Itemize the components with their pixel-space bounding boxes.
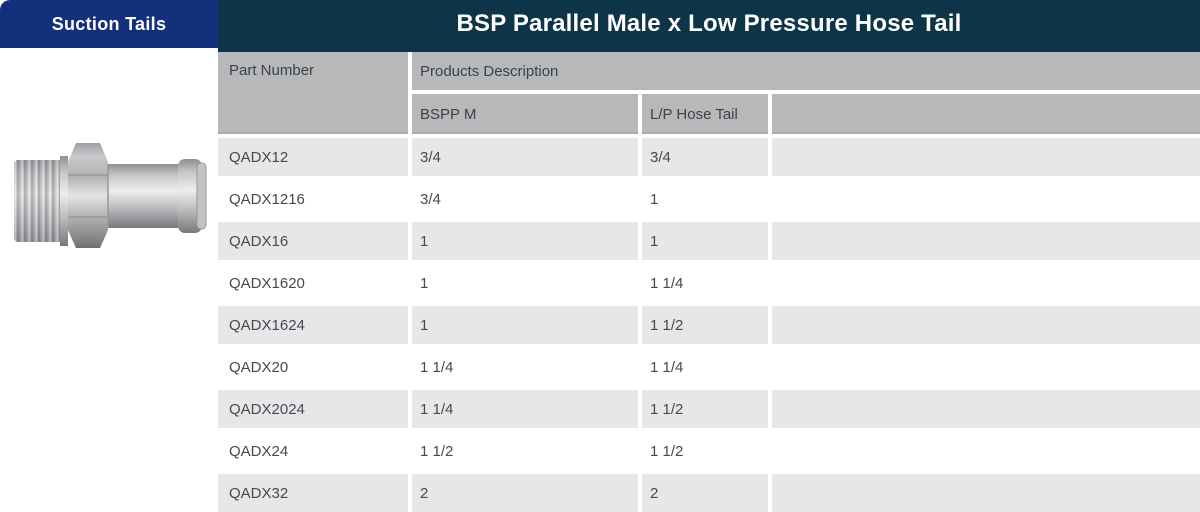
lp-hose-tail-cell: 1 1/2 (642, 432, 768, 470)
tail-bead (178, 159, 202, 233)
product-table: Part Number Products Description BSPP M … (218, 52, 1200, 512)
lp-hose-tail-cell: 1 (642, 222, 768, 260)
lp-hose-tail-cell: 1 1/4 (642, 264, 768, 302)
spacer-cell (772, 432, 1200, 470)
bspp-m-cell: 1 1/2 (412, 432, 638, 470)
lp-hose-tail-cell: 1 1/4 (642, 348, 768, 386)
part-number-cell: QADX12 (218, 138, 408, 176)
hex-nut (68, 143, 108, 248)
column-header-part-number: Part Number (218, 52, 408, 134)
category-tab[interactable]: Suction Tails (0, 0, 218, 48)
page-title: BSP Parallel Male x Low Pressure Hose Ta… (456, 10, 962, 37)
tail-body (108, 164, 182, 228)
lp-hose-tail-cell: 2 (642, 474, 768, 512)
part-number-cell: QADX20 (218, 348, 408, 386)
product-image (14, 143, 207, 248)
product-image-panel (0, 52, 218, 512)
header-bar: Suction Tails BSP Parallel Male x Low Pr… (0, 0, 1200, 52)
tail-end-face (196, 162, 207, 230)
spacer-cell (772, 180, 1200, 218)
spacer-cell (772, 348, 1200, 386)
column-header-lp-hose-tail: L/P Hose Tail (642, 94, 768, 134)
bspp-m-cell: 3/4 (412, 180, 638, 218)
spacer-cell (772, 264, 1200, 302)
spacer-cell (772, 138, 1200, 176)
part-number-cell: QADX1624 (218, 306, 408, 344)
category-tab-container: Suction Tails (0, 0, 218, 52)
bspp-m-cell: 2 (412, 474, 638, 512)
bspp-m-cell: 1 (412, 306, 638, 344)
bspp-m-cell: 3/4 (412, 138, 638, 176)
column-header-spacer (772, 94, 1200, 134)
part-number-cell: QADX1620 (218, 264, 408, 302)
spacer-cell (772, 306, 1200, 344)
title-bar: BSP Parallel Male x Low Pressure Hose Ta… (218, 0, 1200, 52)
part-number-cell: QADX16 (218, 222, 408, 260)
bspp-m-cell: 1 1/4 (412, 348, 638, 386)
part-number-cell: QADX24 (218, 432, 408, 470)
spacer-cell (772, 222, 1200, 260)
part-number-cell: QADX2024 (218, 390, 408, 428)
lp-hose-tail-cell: 1 (642, 180, 768, 218)
lp-hose-tail-cell: 1 1/2 (642, 390, 768, 428)
bspp-m-cell: 1 1/4 (412, 390, 638, 428)
bspp-m-cell: 1 (412, 264, 638, 302)
spacer-cell (772, 390, 1200, 428)
spacer-cell (772, 474, 1200, 512)
part-number-cell: QADX1216 (218, 180, 408, 218)
lp-hose-tail-cell: 3/4 (642, 138, 768, 176)
thread-section (14, 160, 62, 242)
category-tab-label: Suction Tails (51, 13, 167, 34)
shoulder-ring (60, 156, 68, 246)
lp-hose-tail-cell: 1 1/2 (642, 306, 768, 344)
column-header-bspp-m: BSPP M (412, 94, 638, 134)
bspp-m-cell: 1 (412, 222, 638, 260)
part-number-cell: QADX32 (218, 474, 408, 512)
column-header-products-description: Products Description (412, 52, 1200, 90)
